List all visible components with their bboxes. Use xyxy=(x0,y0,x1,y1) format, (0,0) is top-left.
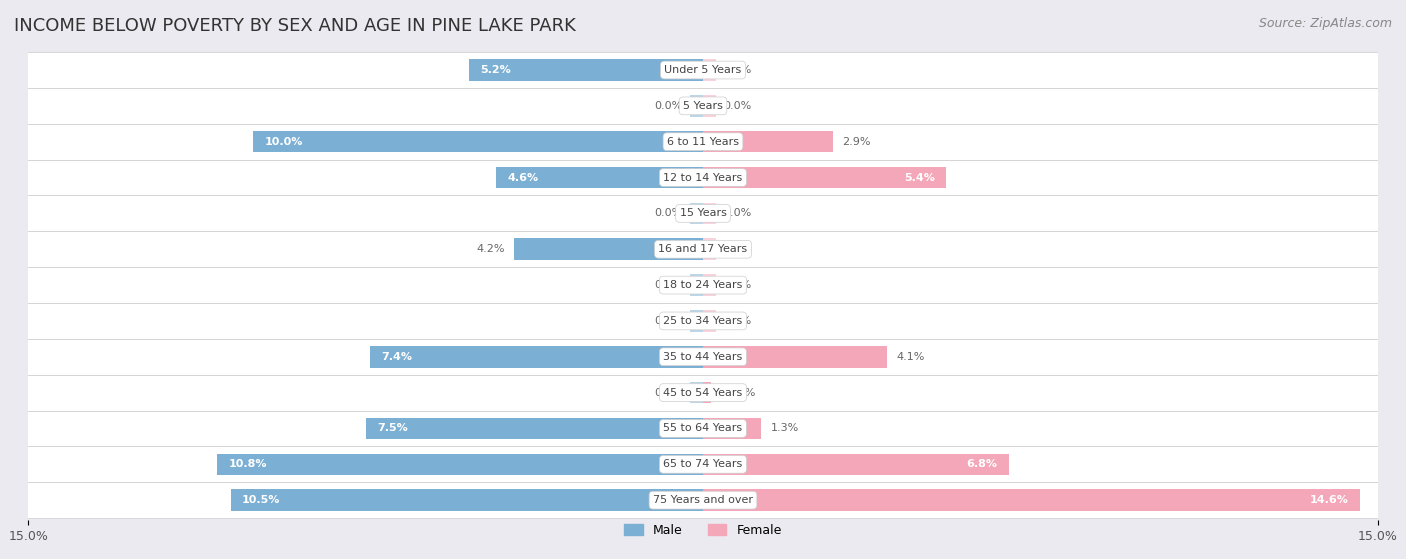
FancyBboxPatch shape xyxy=(6,482,1400,518)
Text: 0.0%: 0.0% xyxy=(723,316,751,326)
Text: 7.4%: 7.4% xyxy=(381,352,412,362)
Text: 35 to 44 Years: 35 to 44 Years xyxy=(664,352,742,362)
FancyBboxPatch shape xyxy=(6,447,1400,482)
Text: 16 and 17 Years: 16 and 17 Years xyxy=(658,244,748,254)
Bar xyxy=(703,453,1010,475)
FancyBboxPatch shape xyxy=(6,267,1400,303)
Text: 25 to 34 Years: 25 to 34 Years xyxy=(664,316,742,326)
FancyBboxPatch shape xyxy=(6,196,1400,231)
Bar xyxy=(703,382,711,404)
Text: Under 5 Years: Under 5 Years xyxy=(665,65,741,75)
Bar xyxy=(703,418,762,439)
Text: 0.0%: 0.0% xyxy=(723,244,751,254)
Text: 65 to 74 Years: 65 to 74 Years xyxy=(664,459,742,470)
Text: 0.0%: 0.0% xyxy=(655,316,683,326)
Text: Source: ZipAtlas.com: Source: ZipAtlas.com xyxy=(1258,17,1392,30)
Text: 0.0%: 0.0% xyxy=(655,280,683,290)
FancyBboxPatch shape xyxy=(6,88,1400,124)
Text: 5.4%: 5.4% xyxy=(904,173,935,183)
FancyBboxPatch shape xyxy=(6,303,1400,339)
Bar xyxy=(470,59,703,81)
Text: 0.0%: 0.0% xyxy=(723,209,751,219)
Text: 0.0%: 0.0% xyxy=(723,280,751,290)
Bar xyxy=(689,382,703,404)
Text: 5 Years: 5 Years xyxy=(683,101,723,111)
Bar xyxy=(217,453,703,475)
Text: 18 to 24 Years: 18 to 24 Years xyxy=(664,280,742,290)
Bar xyxy=(689,203,703,224)
Text: 0.18%: 0.18% xyxy=(720,387,755,397)
Text: 10.5%: 10.5% xyxy=(242,495,280,505)
Bar xyxy=(703,274,717,296)
Text: 12 to 14 Years: 12 to 14 Years xyxy=(664,173,742,183)
Bar xyxy=(253,131,703,153)
Text: 4.2%: 4.2% xyxy=(477,244,505,254)
FancyBboxPatch shape xyxy=(6,231,1400,267)
Bar xyxy=(703,131,834,153)
Legend: Male, Female: Male, Female xyxy=(619,519,787,542)
Bar xyxy=(703,95,717,117)
Bar xyxy=(496,167,703,188)
Text: 45 to 54 Years: 45 to 54 Years xyxy=(664,387,742,397)
Text: 14.6%: 14.6% xyxy=(1310,495,1348,505)
Text: 1.3%: 1.3% xyxy=(770,424,799,433)
Text: 0.0%: 0.0% xyxy=(723,65,751,75)
Text: 4.6%: 4.6% xyxy=(508,173,538,183)
FancyBboxPatch shape xyxy=(6,124,1400,160)
Text: 6.8%: 6.8% xyxy=(967,459,998,470)
Bar xyxy=(515,239,703,260)
Bar xyxy=(703,167,946,188)
Bar xyxy=(703,59,717,81)
Text: 15 Years: 15 Years xyxy=(679,209,727,219)
Text: 2.9%: 2.9% xyxy=(842,137,870,146)
Bar xyxy=(703,346,887,367)
Bar xyxy=(370,346,703,367)
Bar xyxy=(703,239,717,260)
Text: 10.8%: 10.8% xyxy=(228,459,267,470)
Bar xyxy=(366,418,703,439)
Bar xyxy=(703,310,717,331)
FancyBboxPatch shape xyxy=(6,52,1400,88)
Bar xyxy=(703,203,717,224)
Text: 0.0%: 0.0% xyxy=(655,387,683,397)
Text: INCOME BELOW POVERTY BY SEX AND AGE IN PINE LAKE PARK: INCOME BELOW POVERTY BY SEX AND AGE IN P… xyxy=(14,17,576,35)
Text: 4.1%: 4.1% xyxy=(897,352,925,362)
Text: 7.5%: 7.5% xyxy=(377,424,408,433)
Bar xyxy=(689,274,703,296)
Text: 75 Years and over: 75 Years and over xyxy=(652,495,754,505)
FancyBboxPatch shape xyxy=(6,160,1400,196)
Text: 6 to 11 Years: 6 to 11 Years xyxy=(666,137,740,146)
Text: 0.0%: 0.0% xyxy=(723,101,751,111)
Bar xyxy=(703,489,1360,511)
Bar xyxy=(689,310,703,331)
Text: 10.0%: 10.0% xyxy=(264,137,302,146)
FancyBboxPatch shape xyxy=(6,339,1400,375)
Bar xyxy=(689,95,703,117)
Text: 5.2%: 5.2% xyxy=(481,65,510,75)
FancyBboxPatch shape xyxy=(6,375,1400,410)
FancyBboxPatch shape xyxy=(6,410,1400,447)
Text: 55 to 64 Years: 55 to 64 Years xyxy=(664,424,742,433)
Text: 0.0%: 0.0% xyxy=(655,101,683,111)
Bar xyxy=(231,489,703,511)
Text: 0.0%: 0.0% xyxy=(655,209,683,219)
